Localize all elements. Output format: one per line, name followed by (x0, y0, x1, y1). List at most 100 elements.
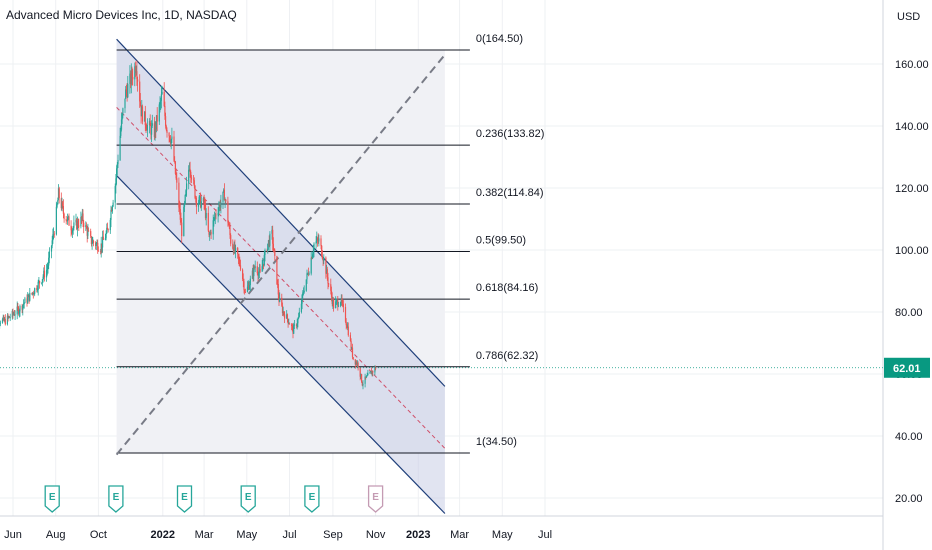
candle-body (175, 173, 177, 179)
candle-body (116, 168, 118, 179)
candle-body (174, 160, 176, 162)
candle-body (188, 168, 190, 170)
candle-body (88, 230, 90, 232)
candle-body (356, 362, 358, 365)
candle-body (153, 123, 155, 138)
candle-body (75, 219, 77, 223)
earnings-marker[interactable]: E (367, 485, 384, 513)
candle-body (65, 219, 67, 221)
candle-body (202, 197, 204, 202)
candle-body (230, 235, 232, 244)
fibonacci-levels[interactable]: 0(164.50) 0.236(133.82) 0.382(114.84) 0.5(9… (116, 33, 545, 454)
candle-body (359, 367, 361, 377)
candle-body (257, 273, 259, 276)
candle-body (66, 220, 68, 222)
candle-body (151, 125, 153, 135)
channel-upper-line[interactable] (116, 38, 446, 387)
time-tick-label: 2023 (406, 529, 430, 541)
candle-body (214, 214, 216, 218)
candle-body (302, 292, 304, 296)
candle-body (323, 257, 325, 261)
time-axis[interactable]: Jun Aug Oct 2022 Mar May Jul Sep Nov 2023 Mar May Ju… (0, 515, 883, 541)
candle-body (355, 361, 357, 365)
candle-body (73, 222, 75, 228)
candle-body (90, 236, 92, 245)
candle-body (179, 207, 181, 210)
dashed-trendline[interactable] (115, 54, 446, 456)
price-tick-label: 160.00 (895, 59, 929, 71)
time-tick-label: Mar (195, 529, 214, 541)
candle-body (134, 66, 137, 74)
candle-body (298, 311, 300, 317)
trendline[interactable] (115, 54, 446, 456)
time-tick-label: Jul (282, 529, 296, 541)
candle-body (90, 231, 92, 237)
candle-body (350, 340, 352, 349)
earnings-marker[interactable]: E (304, 485, 320, 513)
candle-body (151, 123, 153, 126)
candle-body (184, 195, 186, 204)
candle-body (335, 300, 337, 302)
candle-body (242, 269, 244, 279)
candle-body (312, 254, 314, 259)
earnings-marker[interactable]: E (176, 485, 193, 513)
candle-body (244, 291, 246, 293)
candle-body (256, 266, 258, 274)
candle-body (372, 371, 374, 373)
fib-level-label: 0.5(99.50) (476, 235, 526, 247)
earnings-marker[interactable]: E (240, 485, 256, 513)
candle-body (222, 191, 224, 203)
candle-body (81, 216, 83, 219)
candle-body (320, 238, 322, 246)
candle-body (185, 190, 187, 196)
candle-body (186, 183, 188, 191)
earnings-marker[interactable]: E (44, 485, 60, 513)
candle-body (106, 227, 108, 234)
candle-body (42, 276, 44, 280)
candle-body (317, 239, 319, 242)
candle-body (193, 180, 195, 186)
candle-body (8, 316, 10, 318)
candle-body (116, 164, 118, 169)
candle-body (27, 294, 29, 298)
candle-body (246, 286, 249, 292)
candle-body (337, 305, 340, 307)
candle-body (141, 106, 143, 117)
candle-body (209, 231, 211, 235)
candle-body (266, 250, 268, 252)
candle-body (168, 132, 170, 137)
candle-body (57, 200, 59, 205)
candle-body (32, 292, 34, 294)
candle-body (330, 284, 332, 291)
earnings-marker[interactable]: E (108, 485, 124, 513)
time-tick-label: Jun (4, 529, 22, 541)
candle-body (242, 278, 244, 282)
currency-label: USD (897, 11, 920, 23)
candle-body (238, 258, 240, 261)
time-tick-label: Nov (366, 529, 386, 541)
candle-body (129, 73, 131, 84)
candle-body (258, 272, 260, 276)
candle-body (22, 305, 24, 310)
fib-level-label: 0(164.50) (476, 33, 523, 45)
candle-body (259, 269, 261, 272)
regression-channel[interactable] (116, 38, 446, 514)
candle-body (58, 188, 60, 199)
channel-median-line[interactable] (116, 107, 446, 449)
price-axis[interactable]: USD20.0040.0060.0080.00100.00120.00140.0… (882, 0, 929, 550)
fib-level-label: 1(34.50) (476, 436, 517, 448)
earnings-marker-shape (108, 485, 124, 513)
candle-body (97, 242, 99, 251)
candle-body (227, 201, 229, 223)
candle-body (234, 244, 236, 252)
candle-body (7, 315, 9, 318)
candle-body (235, 247, 237, 252)
candle-body (311, 257, 313, 259)
channel-lower-line[interactable] (116, 175, 446, 514)
candle-body (336, 300, 338, 302)
candle-body (38, 280, 40, 282)
candle-body (76, 219, 78, 230)
candle-body (70, 225, 72, 231)
